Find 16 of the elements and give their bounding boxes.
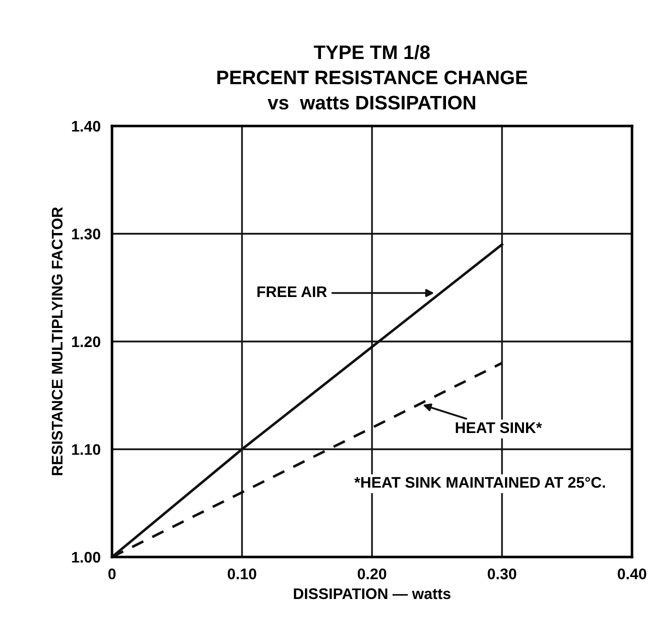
x-axis-title: DISSIPATION — watts [294,588,450,600]
x-tick-label: 0.10 [228,568,256,580]
x-tick-label: 0.20 [358,568,386,580]
y-tick-label: 1.40 [72,120,100,132]
y-axis-title: RESISTANCE MULTIPLYING FACTOR [52,207,63,476]
y-tick-label: 1.30 [72,228,100,240]
annotation: HEAT SINK* [456,422,542,434]
x-tick-label: 0.40 [618,568,646,580]
y-tick-label: 1.20 [72,336,100,348]
chart-title: TYPE TM 1/8 PERCENT RESISTANCE CHANGE vs watts DISSIPATION [217,44,528,110]
annotation: FREE AIR [257,286,327,297]
y-tick-label: 1.10 [72,444,100,455]
annotation: *HEAT SINK MAINTAINED AT 25°C. [354,477,605,488]
y-tick-label: 1.00 [72,552,100,563]
x-tick-label: 0 [108,568,116,580]
x-tick-label: 0.30 [488,568,516,580]
